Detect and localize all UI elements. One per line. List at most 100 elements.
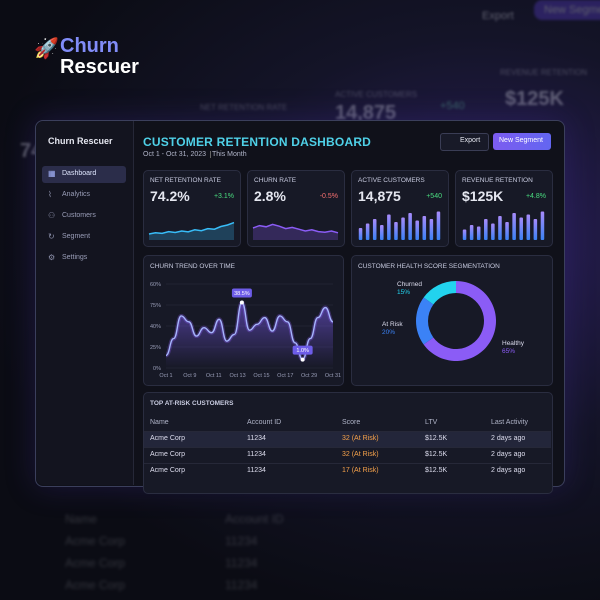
spark-bar <box>387 214 391 240</box>
segment-name: Healthy <box>502 340 525 347</box>
table-title: TOP AT-RISK CUSTOMERS <box>150 400 234 407</box>
table-cell: 2 days ago <box>491 435 526 442</box>
y-tick-label: 0% <box>153 366 161 372</box>
kpi-value: 74.2% <box>150 188 190 204</box>
trend-line <box>165 301 334 361</box>
nav-label[interactable]: Customers <box>62 212 96 219</box>
spark-bar <box>519 217 523 240</box>
annotation: 38.5% <box>234 291 250 297</box>
spark-bar <box>408 213 412 240</box>
backdrop-cell: Acme Corp <box>65 578 126 592</box>
x-tick-label: Oct 15 <box>253 373 269 379</box>
kpi-value: $125K <box>462 188 504 204</box>
annotation-box <box>292 345 313 355</box>
segment-value: 65% <box>502 348 515 355</box>
kpi-card <box>247 170 345 247</box>
kpi-label: NET RETENTION RATE <box>150 177 221 184</box>
table-cell: 32 (At Risk) <box>342 451 379 458</box>
donut-segment <box>423 281 497 361</box>
table-row[interactable] <box>144 447 551 463</box>
x-tick-label: Oct 29 <box>301 373 317 379</box>
kpi-change: +3.1% <box>213 193 234 200</box>
nav-icon: ▦ <box>48 169 56 178</box>
x-tick-label: Oct 31 <box>325 373 341 379</box>
segment-name: At Risk <box>382 321 403 328</box>
new-segment-label[interactable]: New Segment <box>499 137 543 144</box>
backdrop-change: +540 <box>440 100 465 112</box>
segment-value: 20% <box>382 329 395 336</box>
x-tick-label: Oct 11 <box>206 373 222 379</box>
spark-bar <box>401 217 405 240</box>
y-tick-label: 75% <box>150 303 161 309</box>
export-button[interactable] <box>440 133 489 151</box>
nav-label[interactable]: Settings <box>62 254 88 261</box>
nav-icon: ↻ <box>48 232 55 241</box>
spark-bar <box>469 225 474 240</box>
brand-line1: Churn <box>60 35 119 57</box>
spark-bar <box>436 211 441 240</box>
nav-icon: ⚇ <box>48 211 56 220</box>
table-cell: $12.5K <box>425 435 448 442</box>
sparkline <box>252 223 339 234</box>
table-row[interactable] <box>144 431 551 447</box>
y-tick-label: 60% <box>150 282 161 288</box>
spark-bar <box>429 219 434 240</box>
annotation-box <box>231 288 252 298</box>
backdrop-value: $125K <box>505 88 564 110</box>
table-cell: 2 days ago <box>491 467 526 474</box>
period[interactable]: This Month <box>212 151 247 158</box>
annotation-point <box>300 357 305 362</box>
backdrop-new-segment: New Segment <box>534 0 600 20</box>
backdrop-label: ACTIVE CUSTOMERS <box>335 90 418 99</box>
segment-value: 15% <box>397 289 410 296</box>
new-segment-button[interactable] <box>493 133 551 150</box>
spark-bar <box>372 219 377 240</box>
annotation: 1.0% <box>296 348 309 354</box>
kpi-change: +4.8% <box>525 193 546 200</box>
backdrop-cell: 11234 <box>225 534 258 548</box>
segment-card <box>351 255 553 386</box>
nav-item[interactable] <box>42 166 126 183</box>
date-range: Oct 1 - Oct 31, 2023 <box>143 151 212 158</box>
annotation-point <box>239 300 244 305</box>
kpi-label: CHURN RATE <box>254 177 297 184</box>
kpi-label: ACTIVE CUSTOMERS <box>358 177 425 184</box>
y-tick-label: 25% <box>150 345 161 351</box>
export-label[interactable]: Export <box>460 137 481 144</box>
spark-bar <box>540 211 545 240</box>
x-tick-label: Oct 9 <box>183 373 196 379</box>
spark-bar <box>358 228 363 240</box>
spark-bar <box>365 223 370 240</box>
nav-label[interactable]: Dashboard <box>62 170 97 177</box>
spark-bar <box>533 219 538 240</box>
backdrop-cell: 11234 <box>225 556 258 570</box>
spark-bar <box>484 219 488 240</box>
spark-bar <box>476 226 481 240</box>
table-header: Last Activity <box>491 419 528 426</box>
segment-title: CUSTOMER HEALTH SCORE SEGMENTATION <box>358 263 500 270</box>
spark-bar <box>491 223 495 240</box>
kpi-value: 2.8% <box>254 188 286 204</box>
table-cell: Acme Corp <box>150 467 186 474</box>
table-header: LTV <box>425 419 438 426</box>
kpi-card <box>143 170 241 247</box>
x-tick-label: Oct 17 <box>277 373 293 379</box>
backdrop-cell: Account ID <box>225 512 284 526</box>
table-cell: 32 (At Risk) <box>342 435 379 442</box>
table-cell: 11234 <box>247 451 266 458</box>
table-cell: $12.5K <box>425 451 448 458</box>
table-cell: Acme Corp <box>150 451 186 458</box>
trend-area <box>166 302 333 368</box>
sparkline <box>148 221 235 235</box>
spark-bar <box>526 214 531 240</box>
table-cell: 17 (At Risk) <box>342 467 379 474</box>
donut-segment <box>416 297 434 345</box>
spark-bar <box>462 229 467 240</box>
nav-label[interactable]: Analytics <box>62 191 91 198</box>
backdrop-label: NET RETENTION RATE <box>200 103 288 112</box>
table-row[interactable] <box>144 463 551 479</box>
nav-label[interactable]: Segment <box>62 233 91 240</box>
backdrop-cell: Name <box>65 512 98 526</box>
y-tick-label: 40% <box>150 324 161 330</box>
